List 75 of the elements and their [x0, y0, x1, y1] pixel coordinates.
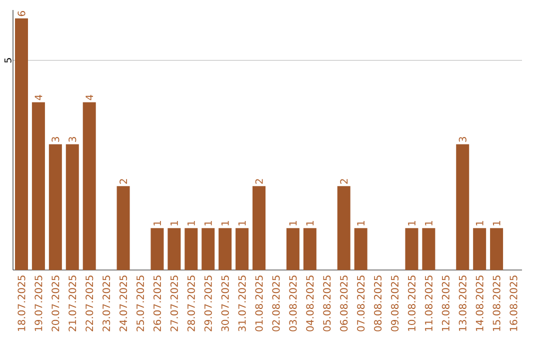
data-label: 1 — [357, 221, 364, 226]
bar — [354, 228, 368, 270]
bar — [116, 186, 130, 270]
data-label: 1 — [154, 221, 161, 226]
bar — [218, 228, 232, 270]
bar — [252, 186, 266, 270]
x-tick-label: 03.08.2025 — [289, 276, 297, 332]
x-tick-label: 06.08.2025 — [340, 276, 348, 332]
bar — [66, 144, 79, 270]
data-label: 4 — [86, 94, 93, 100]
data-label: 4 — [34, 94, 42, 100]
x-tick-label: 13.08.2025 — [458, 276, 466, 331]
x-tick-label: 25.07.2025 — [136, 276, 144, 332]
data-label: 1 — [306, 221, 314, 226]
x-tick-label: 07.08.2025 — [357, 276, 365, 332]
data-label: 1 — [289, 221, 297, 226]
x-tick-label: 22.07.2025 — [86, 276, 94, 332]
x-tick-label: 30.07.2025 — [221, 276, 229, 332]
x-tick-label: 10.08.2025 — [408, 276, 416, 331]
bar — [490, 228, 504, 270]
x-tick-label: 15.08.2025 — [492, 276, 500, 331]
data-label: 2 — [255, 179, 263, 184]
data-label: 1 — [408, 221, 416, 226]
data-label: 3 — [52, 137, 60, 142]
bar — [168, 228, 181, 270]
x-tick-label: 23.07.2025 — [102, 276, 110, 332]
data-label: 1 — [188, 221, 195, 226]
bar — [202, 228, 215, 270]
bar — [14, 18, 28, 270]
bar — [303, 228, 316, 270]
bar — [286, 228, 300, 270]
data-label: 1 — [425, 221, 432, 226]
data-label: 3 — [458, 137, 466, 142]
y-tick-label: 5 — [4, 58, 12, 63]
data-label: 1 — [492, 221, 500, 226]
x-tick-label: 28.07.2025 — [187, 276, 195, 332]
bar — [456, 144, 470, 270]
x-tick-label: 09.08.2025 — [390, 276, 399, 332]
x-tick-label: 08.08.2025 — [374, 276, 382, 332]
x-tick-label: 27.07.2025 — [170, 276, 178, 332]
bar — [473, 228, 486, 270]
bar — [337, 186, 350, 270]
x-tick-label: 01.08.2025 — [255, 276, 263, 332]
data-label: 2 — [120, 179, 127, 184]
bar — [422, 228, 436, 270]
data-label: 1 — [170, 221, 178, 226]
data-label: 1 — [238, 221, 246, 226]
x-tick-label: 20.07.2025 — [52, 276, 60, 332]
x-tick-label: 02.08.2025 — [272, 276, 280, 332]
bar — [48, 144, 62, 270]
x-tick-label: 19.07.2025 — [34, 276, 42, 331]
x-tick-label: 16.08.2025 — [510, 276, 518, 331]
x-tick-label: 14.08.2025 — [476, 276, 484, 331]
x-tick-label: 24.07.2025 — [120, 276, 128, 332]
x-tick-label: 04.08.2025 — [306, 276, 314, 332]
x-tick-label: 29.07.2025 — [204, 276, 212, 332]
bar — [32, 102, 45, 270]
data-label: 1 — [204, 221, 212, 226]
x-tick-label: 05.08.2025 — [323, 276, 331, 332]
data-label: 1 — [221, 221, 229, 226]
data-label: 2 — [340, 179, 348, 184]
bar — [405, 228, 418, 270]
x-tick-label: 11.08.2025 — [424, 276, 432, 331]
bar — [150, 228, 164, 270]
x-tick-label: 31.07.2025 — [238, 276, 246, 332]
x-tick-label: 26.07.2025 — [153, 276, 162, 332]
bar — [82, 102, 96, 270]
x-tick-label: 12.08.2025 — [442, 276, 450, 331]
bar — [184, 228, 198, 270]
data-label: 1 — [476, 221, 484, 226]
data-label: 3 — [68, 137, 76, 142]
x-tick-label: 21.07.2025 — [68, 276, 76, 332]
x-tick-label: 18.07.2025 — [18, 276, 26, 331]
bar — [236, 228, 249, 270]
data-label: 6 — [18, 11, 26, 16]
